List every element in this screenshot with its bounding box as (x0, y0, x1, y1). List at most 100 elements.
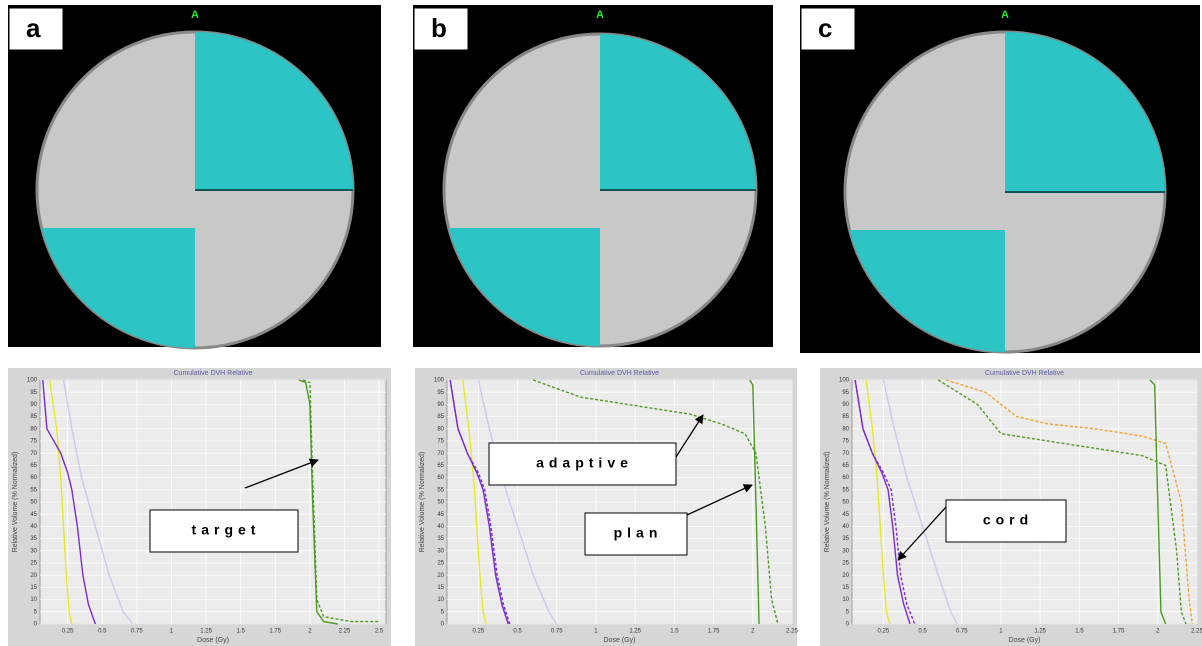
y-tick-label: 95 (30, 390, 37, 396)
y-tick-label: 20 (437, 573, 444, 579)
x-tick-label: 1.25 (629, 629, 641, 635)
y-tick-label: 95 (842, 390, 849, 396)
x-tick-label: 0.25 (473, 629, 485, 635)
y-axis-label: Relative Volume (% Normalized) (12, 452, 19, 553)
y-tick-label: 65 (842, 463, 849, 469)
y-tick-label: 30 (30, 548, 37, 554)
y-tick-label: 10 (437, 597, 444, 603)
x-tick-label: 0.75 (551, 629, 563, 635)
y-tick-label: 40 (842, 524, 849, 530)
y-tick-label: 70 (842, 451, 849, 457)
y-tick-label: 80 (842, 426, 849, 432)
y-tick-label: 55 (842, 487, 849, 493)
y-tick-label: 40 (437, 524, 444, 530)
chart: Cumulative DVH Relative Dose (Gy) Relative… (8, 368, 391, 646)
y-tick-label: 50 (842, 500, 849, 506)
panel-label: a (26, 13, 41, 43)
y-tick-label: 80 (30, 426, 37, 432)
figure: aAbAcACumulative DVH RelativeDose (Gy)Re… (0, 0, 1202, 646)
y-tick-label: 80 (437, 426, 444, 432)
y-tick-label: 10 (30, 597, 37, 603)
y-tick-label: 75 (437, 439, 444, 445)
x-tick-label: 2.25 (786, 629, 798, 635)
x-tick-label: 1.75 (269, 629, 281, 635)
y-tick-label: 70 (30, 451, 37, 457)
x-axis-label: Dose (Gy) (1009, 637, 1041, 644)
x-tick-label: 1.5 (670, 629, 679, 635)
y-tick-label: 100 (27, 378, 38, 384)
y-tick-label: 70 (437, 451, 444, 457)
x-tick-label: 1.5 (237, 629, 246, 635)
annotation: cord (983, 512, 1033, 528)
x-axis-label: Dose (Gy) (604, 637, 636, 644)
x-tick-label: 0.5 (98, 629, 107, 635)
y-tick-label: 15 (437, 585, 444, 591)
x-tick-label: 1.75 (1113, 629, 1125, 635)
y-tick-label: 25 (30, 561, 37, 567)
y-tick-label: 45 (842, 512, 849, 518)
chart-title: Cumulative DVH Relative (580, 370, 659, 377)
x-tick-label: 1.5 (1075, 629, 1084, 635)
chart-title: Cumulative DVH Relative (985, 370, 1064, 377)
x-tick-label: 1.25 (1034, 629, 1046, 635)
y-tick-label: 60 (30, 475, 37, 481)
y-tick-label: 30 (842, 548, 849, 554)
y-tick-label: 50 (437, 500, 444, 506)
y-tick-label: 90 (437, 402, 444, 408)
y-tick-label: 60 (437, 475, 444, 481)
y-tick-label: 35 (30, 536, 37, 542)
chart: Cumulative DVH Relative Dose (Gy) Relative… (820, 368, 1202, 646)
annotation: plan (614, 525, 663, 541)
y-tick-label: 55 (437, 487, 444, 493)
panel-label: c (818, 13, 832, 43)
chart-title: Cumulative DVH Relative (174, 370, 253, 377)
y-tick-label: 65 (30, 463, 37, 469)
annotation: target (192, 522, 261, 538)
x-axis-label: Dose (Gy) (197, 637, 229, 644)
y-tick-label: 45 (437, 512, 444, 518)
annotation: adaptive (536, 455, 633, 471)
y-tick-label: 65 (437, 463, 444, 469)
x-tick-label: 0.75 (131, 629, 143, 635)
y-tick-label: 20 (842, 573, 849, 579)
y-tick-label: 40 (30, 524, 37, 530)
y-axis-label: Relative Volume (% Normalized) (824, 452, 831, 553)
x-tick-label: 0.5 (513, 629, 522, 635)
y-tick-label: 15 (30, 585, 37, 591)
y-tick-label: 75 (842, 439, 849, 445)
image-panel: cA (800, 5, 1200, 390)
x-tick-label: 1.75 (708, 629, 720, 635)
y-tick-label: 10 (842, 597, 849, 603)
panel-label: b (431, 13, 447, 43)
x-tick-label: 2.25 (339, 629, 351, 635)
y-tick-label: 30 (437, 548, 444, 554)
x-tick-label: 0.75 (956, 629, 968, 635)
x-tick-label: 0.25 (878, 629, 890, 635)
x-tick-label: 2.25 (1191, 629, 1202, 635)
y-tick-label: 75 (30, 439, 37, 445)
y-tick-label: 55 (30, 487, 37, 493)
y-tick-label: 15 (842, 585, 849, 591)
y-tick-label: 100 (434, 378, 445, 384)
x-tick-label: 0.5 (918, 629, 927, 635)
y-tick-label: 85 (437, 414, 444, 420)
y-tick-label: 35 (842, 536, 849, 542)
x-tick-label: 0.25 (62, 629, 74, 635)
y-axis-label: Relative Volume (% Normalized) (419, 452, 426, 553)
orientation-marker: A (1001, 9, 1009, 21)
y-tick-label: 25 (437, 561, 444, 567)
y-tick-label: 45 (30, 512, 37, 518)
orientation-marker: A (191, 9, 199, 21)
x-tick-label: 2.5 (375, 629, 384, 635)
y-tick-label: 100 (839, 378, 850, 384)
y-tick-label: 90 (30, 402, 37, 408)
y-tick-label: 35 (437, 536, 444, 542)
y-tick-label: 25 (842, 561, 849, 567)
orientation-marker: A (596, 9, 604, 21)
x-tick-label: 1.25 (200, 629, 212, 635)
y-tick-label: 60 (842, 475, 849, 481)
y-tick-label: 20 (30, 573, 37, 579)
y-tick-label: 50 (30, 500, 37, 506)
chart: Cumulative DVH Relative Dose (Gy) Relative… (415, 368, 798, 646)
